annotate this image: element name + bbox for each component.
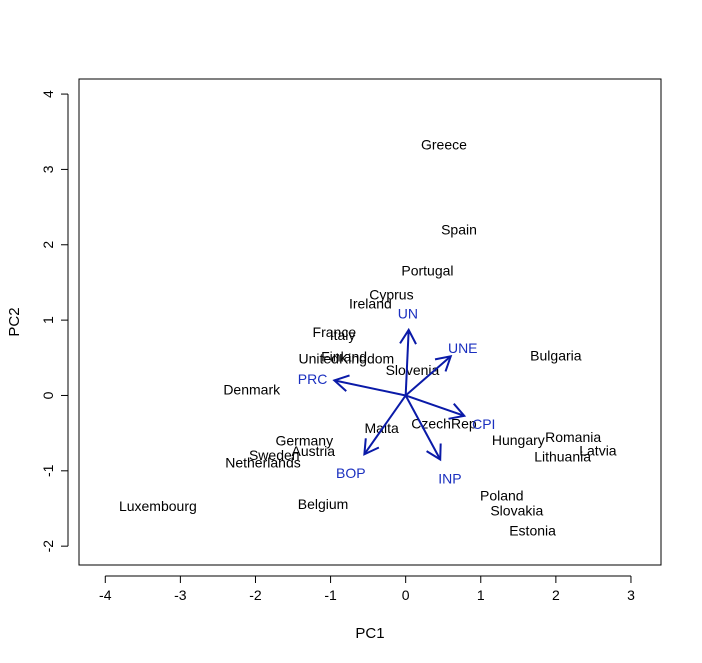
x-tick-label: -3 [174, 587, 187, 603]
point-label: Bulgaria [530, 348, 582, 364]
point-label: Italy [330, 327, 356, 343]
loading-arrow-shaft [363, 394, 407, 455]
point-label: Cyprus [369, 286, 413, 302]
x-tick-label: 2 [552, 587, 560, 603]
loading-label: CPI [472, 416, 495, 432]
x-axis: -4 -3 -2 -1 0 1 2 3 [99, 575, 635, 603]
point-label: Latvia [579, 442, 617, 458]
x-tick-label: 1 [477, 587, 485, 603]
point-label: Portugal [401, 262, 453, 278]
y-tick-label: -1 [40, 464, 56, 477]
x-tick-label: -4 [99, 587, 112, 603]
loading-label: UN [398, 305, 418, 321]
loading-label: INP [438, 470, 461, 486]
plot-frame [78, 78, 662, 566]
y-tick-label: 0 [40, 391, 56, 399]
loading-label: BOP [336, 465, 366, 481]
point-label: Belgium [298, 496, 349, 512]
point-label: Germany [276, 433, 334, 449]
loading-arrow-shaft [405, 394, 465, 417]
point-label: Spain [441, 222, 477, 238]
loading-arrow-head [426, 443, 442, 462]
point-label: Denmark [223, 381, 281, 397]
loading-arrow-head [332, 374, 350, 392]
y-axis-label: PC2 [6, 307, 23, 336]
point-label: Austria [292, 443, 336, 459]
loading-arrow-head [434, 354, 453, 372]
point-label: UnitedKingdom [298, 351, 394, 367]
point-label: Luxembourg [119, 498, 197, 514]
point-label: Slovenia [386, 362, 440, 378]
loading-arrows: UN UNE PRC CPI INP BOP [298, 305, 496, 486]
loading-label: PRC [298, 371, 328, 387]
y-tick-label: 1 [40, 316, 56, 324]
point-label: Ireland [349, 296, 392, 312]
x-tick-label: -2 [249, 587, 262, 603]
point-label: Estonia [509, 522, 556, 538]
point-label: Netherlands [225, 455, 301, 471]
loading-label: UNE [448, 340, 478, 356]
point-label: Greece [421, 137, 467, 153]
x-tick-label: -1 [324, 587, 337, 603]
x-axis-label: PC1 [355, 625, 384, 642]
loading-arrow-shaft [404, 394, 442, 460]
loading-arrow-shaft [405, 355, 452, 397]
loading-arrow-head [448, 403, 467, 420]
x-tick-label: 3 [627, 587, 635, 603]
point-label: CzechRep [411, 415, 477, 431]
point-label: Slovakia [490, 503, 543, 519]
y-axis: -2 -1 0 1 2 3 4 [40, 90, 69, 553]
point-label: Hungary [492, 432, 545, 448]
y-tick-label: 4 [40, 90, 56, 98]
x-tick-label: 0 [402, 587, 410, 603]
loading-arrow-head [399, 327, 417, 345]
point-label: Romania [545, 429, 601, 445]
y-tick-label: -2 [40, 540, 56, 553]
point-label: Lithuania [534, 448, 591, 464]
loading-arrow-shaft [334, 379, 406, 397]
point-label: Sweden [249, 447, 300, 463]
loading-arrow-head [363, 438, 380, 456]
loading-arrow-shaft [404, 329, 410, 396]
y-tick-label: 2 [40, 241, 56, 249]
point-label: Finland [321, 348, 367, 364]
point-label: Poland [480, 488, 524, 504]
y-tick-label: 3 [40, 165, 56, 173]
point-label: France [313, 324, 357, 340]
